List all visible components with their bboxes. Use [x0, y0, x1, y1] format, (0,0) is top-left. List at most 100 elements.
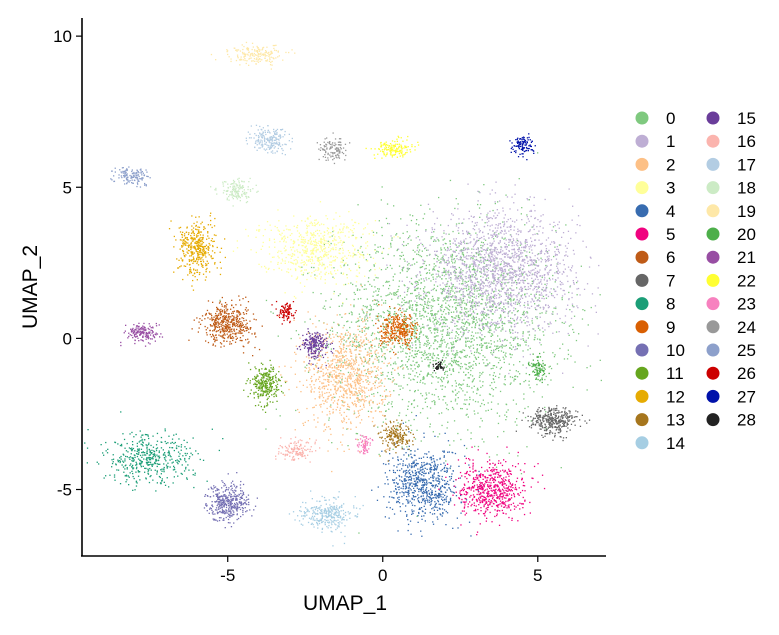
- point: [446, 370, 448, 373]
- point: [427, 324, 429, 326]
- point: [458, 283, 461, 285]
- point: [429, 317, 431, 319]
- point: [443, 378, 445, 380]
- point: [452, 258, 455, 261]
- point: [514, 375, 516, 378]
- point: [490, 244, 492, 246]
- point: [454, 302, 456, 304]
- point: [459, 277, 462, 279]
- point: [387, 321, 390, 323]
- point: [456, 403, 458, 405]
- point: [538, 324, 540, 326]
- point: [532, 234, 534, 236]
- point: [302, 274, 304, 276]
- point: [509, 208, 511, 210]
- point: [328, 336, 330, 338]
- point: [469, 233, 471, 235]
- point: [536, 276, 538, 278]
- point: [485, 325, 487, 327]
- point: [369, 314, 371, 316]
- point: [511, 268, 514, 270]
- point: [480, 386, 482, 388]
- point: [389, 292, 391, 294]
- point: [332, 412, 334, 414]
- point: [332, 358, 334, 361]
- point: [523, 279, 525, 282]
- point: [420, 315, 422, 317]
- point: [481, 319, 483, 321]
- point: [491, 252, 493, 254]
- point: [481, 318, 483, 320]
- points-layer: [84, 41, 602, 547]
- point: [389, 390, 391, 393]
- point: [432, 360, 434, 362]
- point: [501, 253, 504, 256]
- point: [371, 319, 373, 322]
- point: [440, 252, 442, 254]
- point: [460, 251, 463, 253]
- point: [439, 306, 442, 308]
- point: [472, 379, 474, 381]
- point: [392, 377, 394, 379]
- point: [486, 214, 488, 216]
- point: [357, 398, 359, 400]
- point: [367, 280, 369, 283]
- point: [365, 323, 367, 325]
- point: [456, 278, 458, 280]
- point: [350, 350, 352, 352]
- point: [454, 251, 456, 253]
- point: [427, 339, 429, 342]
- point: [444, 386, 446, 388]
- point: [423, 288, 425, 290]
- point: [459, 351, 461, 353]
- point: [464, 285, 466, 287]
- point: [474, 269, 476, 271]
- point: [464, 302, 466, 304]
- point: [503, 430, 505, 433]
- point: [355, 341, 358, 343]
- point: [588, 266, 591, 268]
- point: [435, 281, 437, 283]
- point: [501, 237, 503, 239]
- point: [453, 356, 456, 359]
- point: [531, 226, 533, 228]
- point: [447, 273, 449, 275]
- point: [372, 295, 374, 297]
- point: [524, 262, 526, 264]
- point: [379, 246, 381, 248]
- point: [514, 251, 516, 253]
- point: [545, 250, 547, 252]
- point: [353, 364, 355, 366]
- point: [426, 295, 428, 297]
- point: [495, 290, 497, 292]
- point: [440, 379, 443, 381]
- point: [490, 252, 492, 254]
- point: [391, 406, 393, 408]
- point: [500, 300, 502, 303]
- point: [435, 327, 437, 329]
- point: [452, 295, 454, 297]
- point: [515, 375, 517, 377]
- point: [484, 336, 486, 338]
- point: [343, 324, 345, 327]
- point: [377, 294, 379, 296]
- point: [455, 275, 457, 277]
- point: [525, 255, 527, 257]
- point: [572, 249, 575, 252]
- point: [461, 253, 463, 255]
- point: [487, 279, 489, 282]
- point: [554, 242, 556, 244]
- point: [318, 354, 320, 357]
- point: [425, 336, 428, 339]
- point: [378, 346, 380, 348]
- point: [473, 378, 475, 380]
- point: [457, 278, 460, 280]
- point: [487, 212, 489, 214]
- point: [348, 345, 350, 347]
- point: [503, 224, 505, 226]
- point: [458, 252, 460, 255]
- point: [532, 259, 534, 261]
- point: [389, 284, 391, 287]
- point: [381, 382, 383, 384]
- point: [395, 234, 397, 236]
